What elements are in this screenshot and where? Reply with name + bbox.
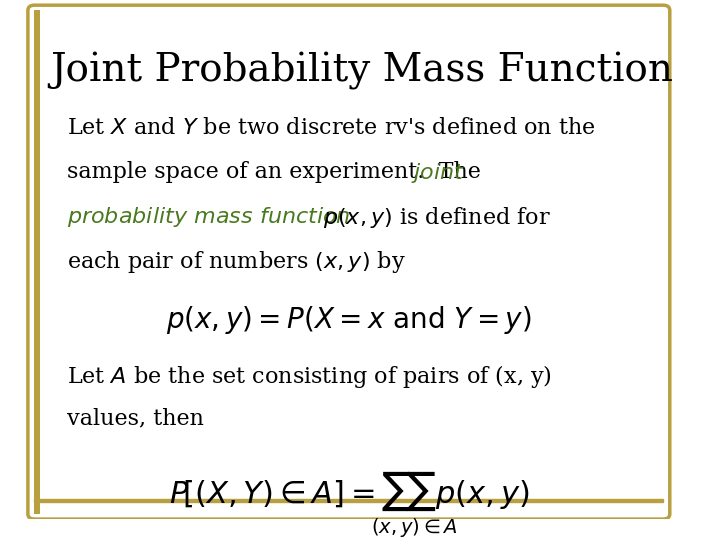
FancyBboxPatch shape <box>28 5 670 519</box>
Text: Let $X$ and $Y$ be two discrete rv's defined on the: Let $X$ and $Y$ be two discrete rv's def… <box>67 117 595 139</box>
Text: values, then: values, then <box>67 408 204 429</box>
Text: Joint Probability Mass Function: Joint Probability Mass Function <box>50 52 673 90</box>
Text: $\it{probability\ mass\ function}$: $\it{probability\ mass\ function}$ <box>67 205 351 229</box>
Text: $(x,y)\in A$: $(x,y)\in A$ <box>371 516 458 539</box>
Text: $p(x, y)$ is defined for: $p(x, y)$ is defined for <box>323 205 550 230</box>
Text: $\it{joint}$: $\it{joint}$ <box>411 161 465 185</box>
Text: each pair of numbers $(x, y)$ by: each pair of numbers $(x, y)$ by <box>67 249 406 275</box>
Text: $p(x, y) = P(X = x\ \mathrm{and}\ Y = y)$: $p(x, y) = P(X = x\ \mathrm{and}\ Y = y)… <box>166 303 531 336</box>
Text: $P\!\left[(X,Y)\in A\right] = \sum\!\sum p(x, y)$: $P\!\left[(X,Y)\in A\right] = \sum\!\sum… <box>168 470 529 513</box>
Text: Let $A$ be the set consisting of pairs of (x, y): Let $A$ be the set consisting of pairs o… <box>67 363 552 390</box>
FancyArrow shape <box>35 500 663 502</box>
Text: sample space of an experiment.  The: sample space of an experiment. The <box>67 161 488 183</box>
Bar <box>35 10 40 514</box>
